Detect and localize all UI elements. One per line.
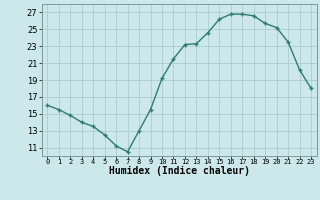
X-axis label: Humidex (Indice chaleur): Humidex (Indice chaleur) <box>109 166 250 176</box>
